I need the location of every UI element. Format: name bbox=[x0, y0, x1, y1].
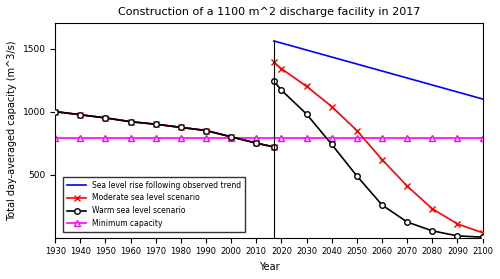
Legend: Sea level rise following observed trend, Moderate sea level scenario, Warm sea l: Sea level rise following observed trend,… bbox=[64, 177, 246, 232]
Y-axis label: Total day-averaged capacity (m^3/s): Total day-averaged capacity (m^3/s) bbox=[7, 40, 17, 221]
X-axis label: Year: Year bbox=[258, 262, 279, 272]
Title: Construction of a 1100 m^2 discharge facility in 2017: Construction of a 1100 m^2 discharge fac… bbox=[118, 7, 420, 17]
